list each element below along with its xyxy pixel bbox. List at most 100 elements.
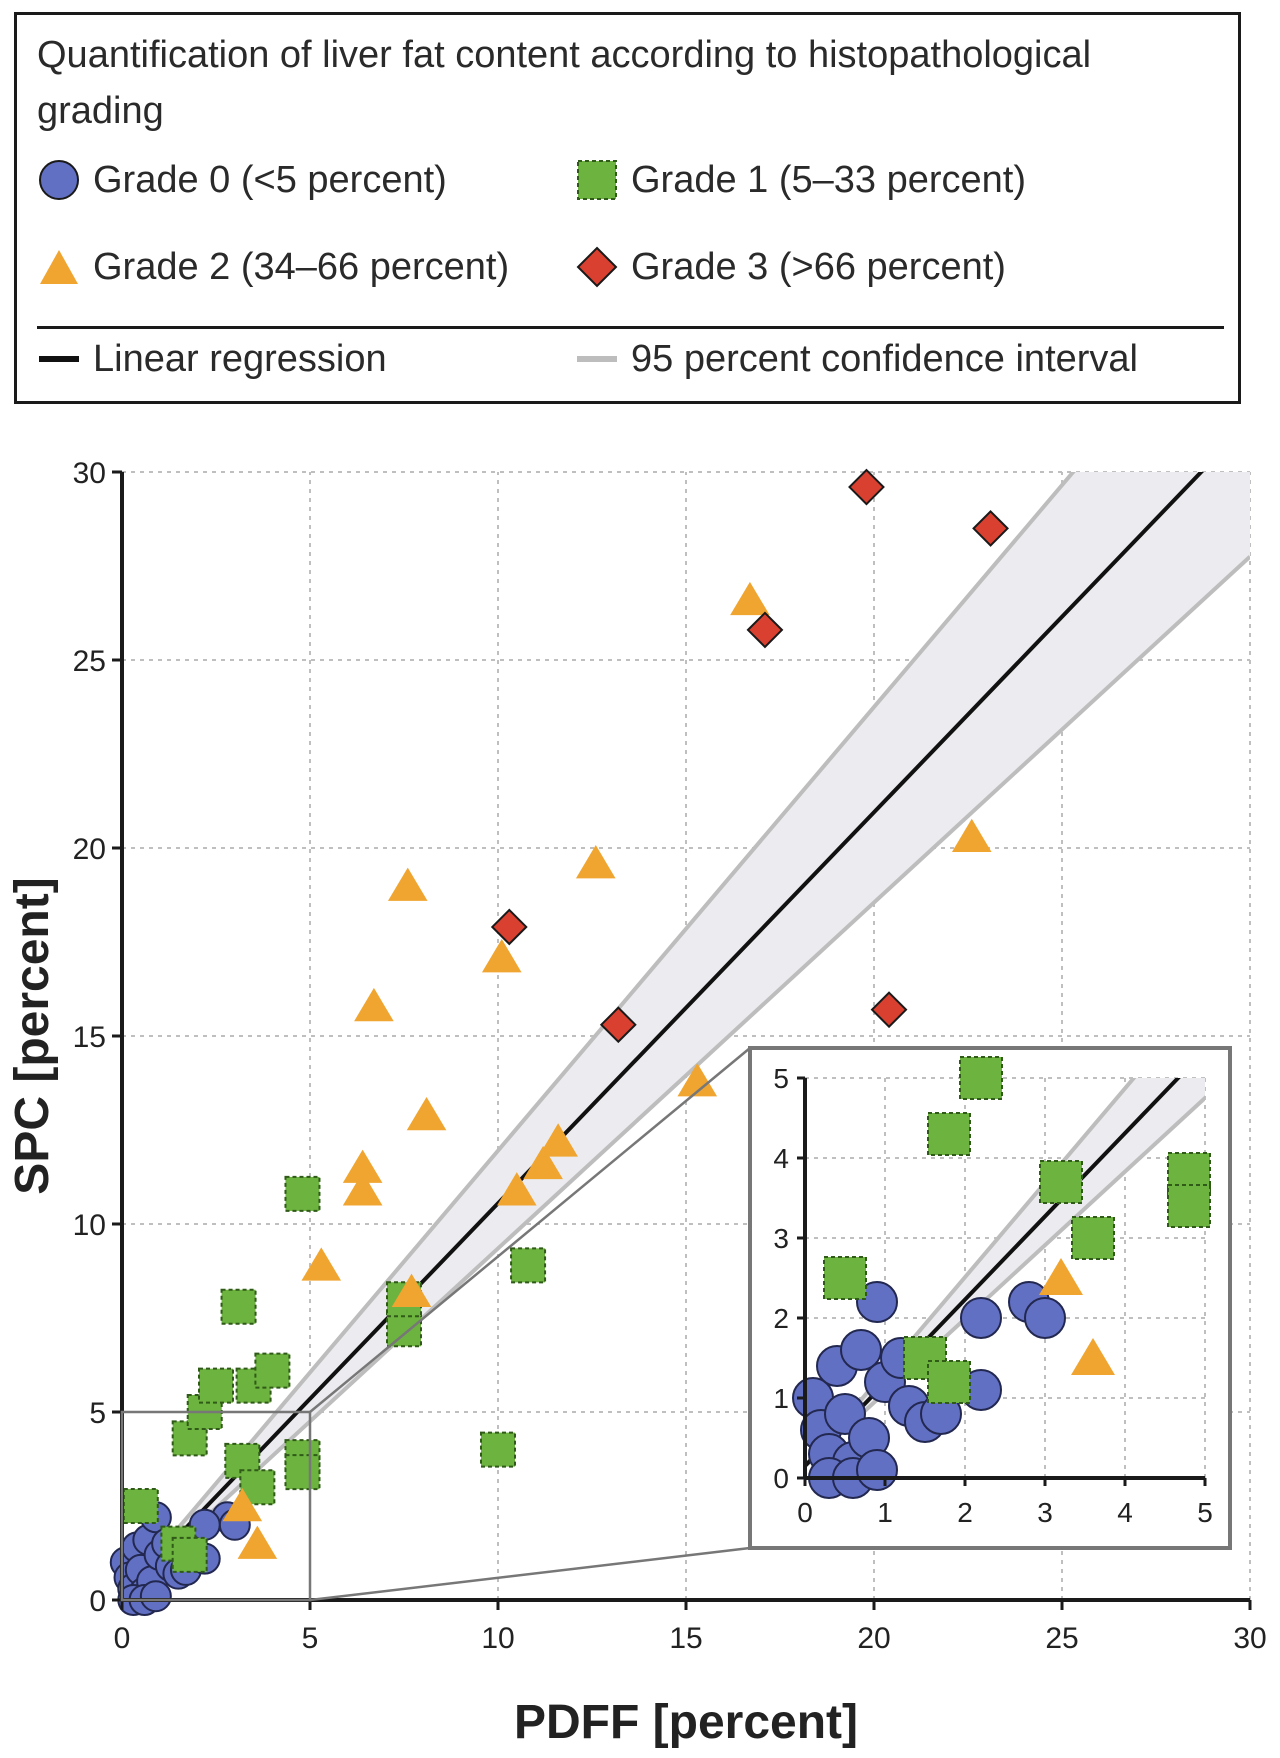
zoom-indicator xyxy=(120,1047,751,1602)
legend-grade3: Grade 3 (>66 percent) xyxy=(575,245,1006,289)
grade1-point-13 xyxy=(480,1431,516,1468)
main-regression xyxy=(122,472,1204,1596)
grade1-point-3 xyxy=(220,1288,257,1325)
y-tick-label-4: 20 xyxy=(73,833,106,866)
inset-y-tick-label-2: 2 xyxy=(773,1303,789,1334)
x-tick-label-4: 20 xyxy=(857,1622,890,1655)
inset-x-tick-label-2: 2 xyxy=(957,1497,973,1528)
legend-ci-label: 95 percent confidence interval xyxy=(631,337,1138,380)
grade0-circle-icon xyxy=(39,160,79,200)
zoom-connector-bottom xyxy=(309,1546,751,1602)
grade1-point-10 xyxy=(386,1311,422,1348)
grade2-point-11 xyxy=(301,1247,342,1281)
grade1-point-12 xyxy=(510,1247,547,1284)
main-ci-upper xyxy=(122,472,1076,1596)
grade3-diamond-icon xyxy=(576,246,618,288)
inset-y-tick-label-1: 1 xyxy=(773,1383,789,1414)
inset-x-tick-label-5: 5 xyxy=(1197,1497,1213,1528)
grade1-point-inset-14 xyxy=(1039,1160,1083,1204)
inset-y-tick-label-4: 4 xyxy=(773,1143,789,1174)
grade1-point-4 xyxy=(198,1367,234,1404)
legend-grade2: Grade 2 (34–66 percent) xyxy=(37,245,509,289)
grade3-point-5 xyxy=(870,991,908,1029)
grade2-triangle-icon xyxy=(40,250,78,284)
grade1-point-inset-1 xyxy=(927,1112,971,1156)
grade1-point-0 xyxy=(122,1488,159,1524)
x-tick-label-0: 0 xyxy=(114,1622,131,1655)
grade3-point-0 xyxy=(848,468,885,506)
inset-panel: 0 1 2 3 4 5 0 1 2 3 4 5 xyxy=(748,1046,1232,1550)
grade2-point-inset-15 xyxy=(1039,1258,1083,1295)
grade0-point-inset-17 xyxy=(960,1297,1002,1339)
grade1-square-icon xyxy=(577,160,617,200)
grade2-point-0 xyxy=(730,581,770,616)
grade2-point-8 xyxy=(342,1172,383,1206)
grade1-point-17 xyxy=(171,1536,208,1573)
grade3-point-3 xyxy=(490,908,528,946)
legend-box: Quantification of liver fat content acco… xyxy=(14,12,1241,404)
grade1-point-9 xyxy=(284,1454,321,1491)
grade0-point-inset-16 xyxy=(1024,1297,1066,1339)
x-tick-label-5: 25 xyxy=(1045,1622,1078,1655)
grade0-point-inset-20 xyxy=(856,1449,898,1491)
x-tick-label-6: 30 xyxy=(1233,1622,1266,1655)
grade2-point-inset-16 xyxy=(1071,1338,1115,1375)
grade3-point-2 xyxy=(746,611,784,649)
inset-x-tick-label-4: 4 xyxy=(1117,1497,1133,1528)
y-tick-label-5: 25 xyxy=(73,645,106,678)
main-regression-line xyxy=(122,472,1204,1596)
grade1-point-inset-9 xyxy=(1167,1184,1211,1228)
zoom-source-box xyxy=(120,1410,312,1602)
zoom-connector-top xyxy=(309,1047,751,1413)
grade2-point-16 xyxy=(237,1525,278,1559)
legend-ci: 95 percent confidence interval xyxy=(575,337,1138,381)
grade1-point-7 xyxy=(284,1175,321,1212)
grade2-point-5 xyxy=(497,1172,537,1206)
inset-y-tick-label-0: 0 xyxy=(773,1463,789,1494)
inset-x-tick-label-0: 0 xyxy=(797,1497,813,1528)
legend-grade1: Grade 1 (5–33 percent) xyxy=(575,158,1026,202)
y-tick-label-0: 0 xyxy=(89,1585,106,1618)
grade3-point-1 xyxy=(972,509,1009,547)
legend-grade0: Grade 0 (<5 percent) xyxy=(37,158,447,202)
grade0-point-inset-6 xyxy=(840,1329,882,1371)
grade2-point-10 xyxy=(538,1123,578,1157)
x-tick-label-3: 15 xyxy=(669,1622,702,1655)
grade2-point-3 xyxy=(481,939,522,973)
legend-separator xyxy=(37,326,1224,329)
grade1-point-inset-0 xyxy=(823,1256,867,1300)
grade2-point-1 xyxy=(575,845,616,879)
y-tick-label-1: 5 xyxy=(89,1397,106,1430)
x-tick-label-1: 5 xyxy=(302,1622,319,1655)
grade1-point-6 xyxy=(254,1352,291,1389)
grade0-point-20 xyxy=(139,1580,172,1613)
y-tick-label-2: 10 xyxy=(73,1209,106,1242)
grade3-point-4 xyxy=(599,1006,637,1044)
grade2-point-4 xyxy=(354,987,394,1022)
grade1-point-inset-15 xyxy=(1071,1216,1115,1260)
inset-points xyxy=(792,1056,1211,1499)
inset-y-tick-label-3: 3 xyxy=(773,1223,789,1254)
grade2-point-15 xyxy=(222,1488,263,1522)
legend-regression: Linear regression xyxy=(37,337,387,381)
y-tick-label-6: 30 xyxy=(73,457,106,490)
x-axis-label: PDFF [percent] xyxy=(514,1696,858,1749)
legend-grade0-label: Grade 0 (<5 percent) xyxy=(93,158,447,201)
grade2-point-13 xyxy=(677,1063,718,1097)
legend-grade2-label: Grade 2 (34–66 percent) xyxy=(93,245,510,288)
regression-line-icon xyxy=(39,356,79,362)
inset-x-tick-label-3: 3 xyxy=(1037,1497,1053,1528)
axis-labels: PDFF [percent] SPC [percent] xyxy=(6,877,858,1749)
grade2-point-7 xyxy=(342,1149,383,1183)
ci-line-icon xyxy=(577,356,617,362)
grade2-point-6 xyxy=(406,1096,447,1131)
x-tick-label-2: 10 xyxy=(481,1622,514,1655)
legend-title: Quantification of liver fat content acco… xyxy=(37,34,1092,132)
inset-y-tick-label-5: 5 xyxy=(773,1063,789,1094)
grade1-point-inset-2 xyxy=(959,1056,1003,1100)
legend-regression-label: Linear regression xyxy=(93,337,387,380)
grade1-point-inset-17 xyxy=(927,1360,971,1404)
legend-grade3-label: Grade 3 (>66 percent) xyxy=(631,245,1006,288)
grade2-point-2 xyxy=(387,867,428,901)
grade2-point-14 xyxy=(951,818,992,853)
